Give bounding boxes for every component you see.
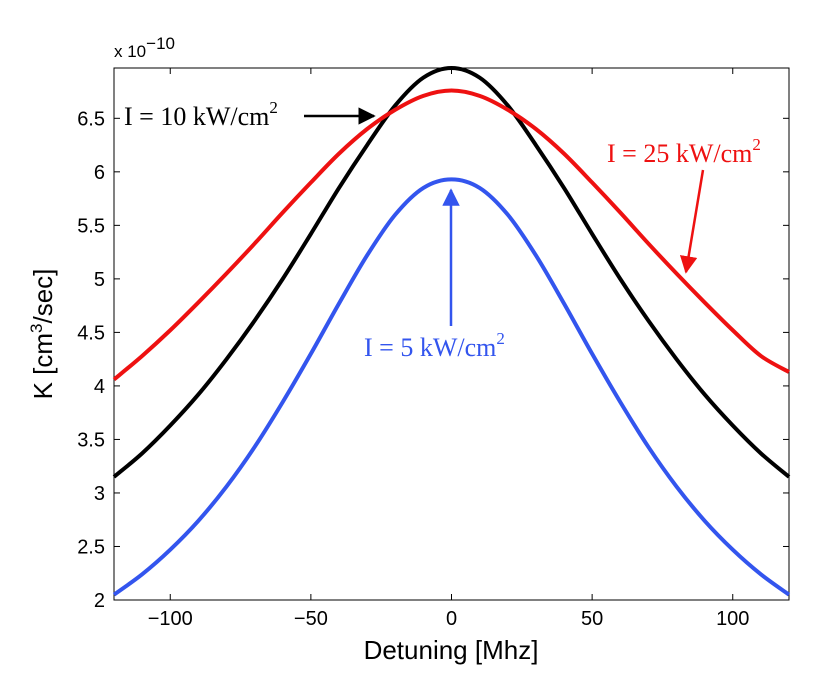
y-tick-label: 6.5 [77, 108, 105, 130]
annot-5-label: I = 5 kW/cm2 [364, 329, 505, 362]
annot-25-arrow [679, 169, 705, 274]
y-tick-label: 5 [94, 269, 105, 291]
y-tick-label: 2 [94, 590, 105, 612]
x-tick-label: 0 [446, 608, 457, 630]
series-line-0 [112, 66, 791, 479]
x-tick-label: −50 [294, 608, 328, 630]
series-group [112, 66, 791, 597]
x-tick-label: 100 [716, 608, 749, 630]
x-tick-label: 50 [581, 608, 603, 630]
annot-25-label: I = 25 kW/cm2 [607, 135, 761, 168]
y-axis-title: K [cm3/sec] [27, 269, 58, 400]
series-line-2 [112, 177, 791, 597]
exponent-label: x 10−10 [114, 34, 175, 61]
y-tick-label: 3.5 [77, 429, 105, 451]
y-tick-label: 6 [94, 162, 105, 184]
y-tick-label: 3 [94, 483, 105, 505]
annot-10-label: I = 10 kW/cm2 [124, 98, 278, 131]
x-tick-label: −100 [148, 608, 193, 630]
x-axis-title: Detuning [Mhz] [364, 635, 539, 665]
axis-ticks: −100 −50 0 50 100 2 2.5 3 3.5 4 4.5 5 5.5 6 6.5 [77, 68, 789, 630]
y-tick-label: 4 [94, 376, 105, 398]
y-tick-label: 4.5 [77, 322, 105, 344]
series-line-1 [112, 88, 790, 382]
y-tick-label: 2.5 [77, 536, 105, 558]
y-tick-label: 5.5 [77, 215, 105, 237]
plot-area [113, 67, 790, 601]
